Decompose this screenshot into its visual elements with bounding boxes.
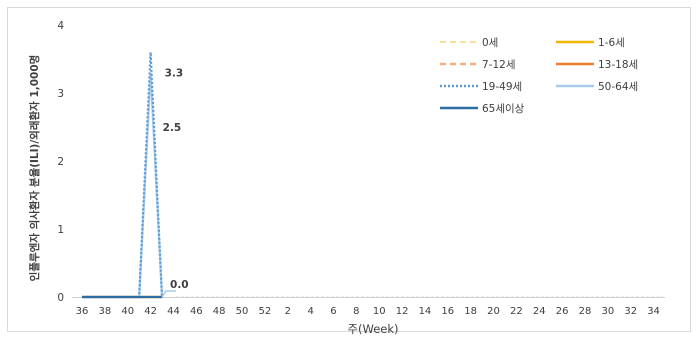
y-tick-label: 3 bbox=[57, 88, 64, 100]
x-tick-label: 16 bbox=[441, 306, 454, 317]
data-label: 0.0 bbox=[170, 279, 189, 291]
x-tick-label: 30 bbox=[601, 306, 614, 317]
legend: 0세 1-6세 7-12세 13-18세 19-49세 50-64세 65세이상 bbox=[440, 37, 638, 115]
x-tick-label: 32 bbox=[624, 306, 637, 317]
legend-label: 13-18세 bbox=[598, 59, 638, 71]
legend-label: 0세 bbox=[482, 37, 498, 49]
x-tick-label: 34 bbox=[647, 306, 660, 317]
x-tick-label: 14 bbox=[419, 306, 432, 317]
x-tick-label: 6 bbox=[330, 306, 336, 317]
data-label: 2.5 bbox=[163, 122, 182, 134]
x-tick-label: 10 bbox=[373, 306, 386, 317]
x-tick-label: 4 bbox=[307, 306, 313, 317]
legend-label: 65세이상 bbox=[482, 103, 525, 115]
x-tick-label: 18 bbox=[464, 306, 477, 317]
series-tail bbox=[161, 290, 177, 298]
data-label: 3.3 bbox=[165, 68, 184, 80]
x-tick-label: 8 bbox=[353, 306, 359, 317]
x-axis-label: 주(Week) bbox=[347, 322, 398, 336]
x-tick-label: 52 bbox=[259, 306, 272, 317]
x-axis: 36 38 40 42 44 46 48 50 52 2 4 6 8 10 12 14 16 18 20 22 24 26… bbox=[72, 297, 665, 317]
y-tick-label: 4 bbox=[57, 20, 64, 32]
x-tick-label: 22 bbox=[510, 306, 523, 317]
x-tick-label: 24 bbox=[533, 306, 546, 317]
x-tick-label: 20 bbox=[487, 306, 500, 317]
x-tick-label: 50 bbox=[236, 306, 249, 317]
legend-label: 7-12세 bbox=[482, 59, 516, 71]
x-tick-label: 46 bbox=[190, 306, 203, 317]
x-tick-label: 44 bbox=[167, 306, 180, 317]
x-tick-label: 28 bbox=[579, 306, 592, 317]
y-tick-label: 2 bbox=[57, 156, 64, 168]
x-tick-label: 48 bbox=[213, 306, 226, 317]
legend-label: 50-64세 bbox=[598, 81, 638, 93]
legend-label: 19-49세 bbox=[482, 81, 522, 93]
x-tick-label: 26 bbox=[556, 306, 569, 317]
y-tick-label: 1 bbox=[57, 224, 64, 236]
chart-border bbox=[7, 7, 691, 332]
y-axis: 0 1 2 3 4 bbox=[57, 20, 64, 304]
x-tick-label: 38 bbox=[98, 306, 111, 317]
annotation-layer: 3.3 2.5 0.0 bbox=[163, 68, 189, 292]
y-axis-label: 인플루엔자 의사환자 분율(ILI)/외래환자 1,000명 bbox=[28, 55, 41, 282]
x-tick-label: 42 bbox=[144, 306, 157, 317]
x-tick-label: 2 bbox=[285, 306, 291, 317]
x-tick-label: 40 bbox=[121, 306, 134, 317]
series-layer bbox=[82, 52, 663, 299]
y-tick-label: 0 bbox=[57, 292, 64, 304]
x-tick-label: 36 bbox=[76, 306, 89, 317]
x-tick-label: 12 bbox=[396, 306, 409, 317]
legend-label: 1-6세 bbox=[598, 37, 625, 49]
